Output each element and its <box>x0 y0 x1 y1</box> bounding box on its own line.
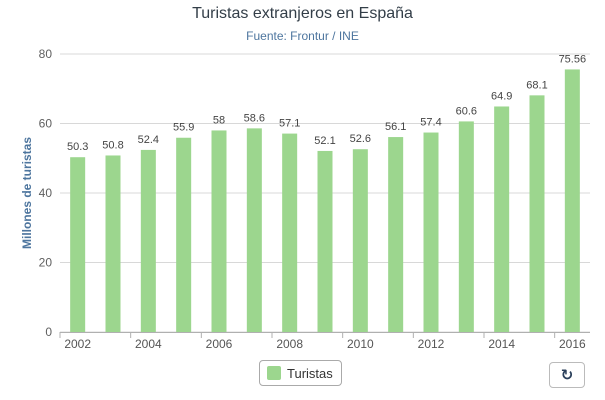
bar <box>246 128 262 332</box>
x-tick-label: 2014 <box>488 337 515 351</box>
x-tick-label: 2010 <box>347 337 374 351</box>
bar <box>176 137 192 332</box>
data-label: 52.4 <box>138 134 159 146</box>
bar <box>458 121 474 332</box>
x-tick-label: 2006 <box>206 337 233 351</box>
bar <box>564 69 580 332</box>
chart-subtitle: Fuente: Frontur / INE <box>246 29 359 43</box>
y-tick-label: 40 <box>39 186 53 200</box>
data-label: 75.56 <box>559 53 587 65</box>
y-tick-label: 80 <box>39 47 53 61</box>
chart-title: Turistas extranjeros en España <box>192 5 413 22</box>
bar <box>70 157 86 332</box>
bar <box>211 130 227 332</box>
bar <box>282 133 298 332</box>
data-label: 55.9 <box>173 122 194 134</box>
bar <box>140 149 156 332</box>
data-label: 52.6 <box>350 133 371 145</box>
legend-label: Turistas <box>287 365 333 381</box>
bar <box>352 149 368 332</box>
bar <box>317 150 333 332</box>
bar <box>529 95 545 332</box>
data-label: 50.3 <box>67 141 88 153</box>
data-label: 58.6 <box>244 112 265 124</box>
legend-item-turistas[interactable]: Turistas <box>259 360 342 386</box>
data-label: 50.8 <box>102 139 123 151</box>
x-tick-label: 2016 <box>559 337 586 351</box>
legend-swatch <box>267 366 281 380</box>
data-label: 60.6 <box>456 105 477 117</box>
data-label: 58 <box>213 114 225 126</box>
data-label: 57.1 <box>279 118 300 130</box>
y-axis-title: Millones de turistas <box>20 137 34 249</box>
x-tick-label: 2002 <box>64 337 91 351</box>
refresh-icon: ↻ <box>560 366 574 384</box>
y-tick-label: 20 <box>39 256 53 270</box>
y-tick-label: 60 <box>39 117 53 131</box>
x-tick-label: 2012 <box>418 337 445 351</box>
data-label: 64.9 <box>491 90 512 102</box>
refresh-button[interactable]: ↻ <box>549 362 585 388</box>
data-label: 52.1 <box>314 135 335 147</box>
data-label: 56.1 <box>385 121 406 133</box>
data-label: 57.4 <box>420 117 441 129</box>
x-tick-label: 2004 <box>135 337 162 351</box>
data-label: 68.1 <box>526 79 547 91</box>
bar <box>423 132 439 332</box>
y-tick-label: 0 <box>45 325 52 339</box>
bar <box>105 155 121 332</box>
bar <box>388 137 404 332</box>
bar <box>494 106 510 332</box>
x-tick-label: 2008 <box>276 337 303 351</box>
